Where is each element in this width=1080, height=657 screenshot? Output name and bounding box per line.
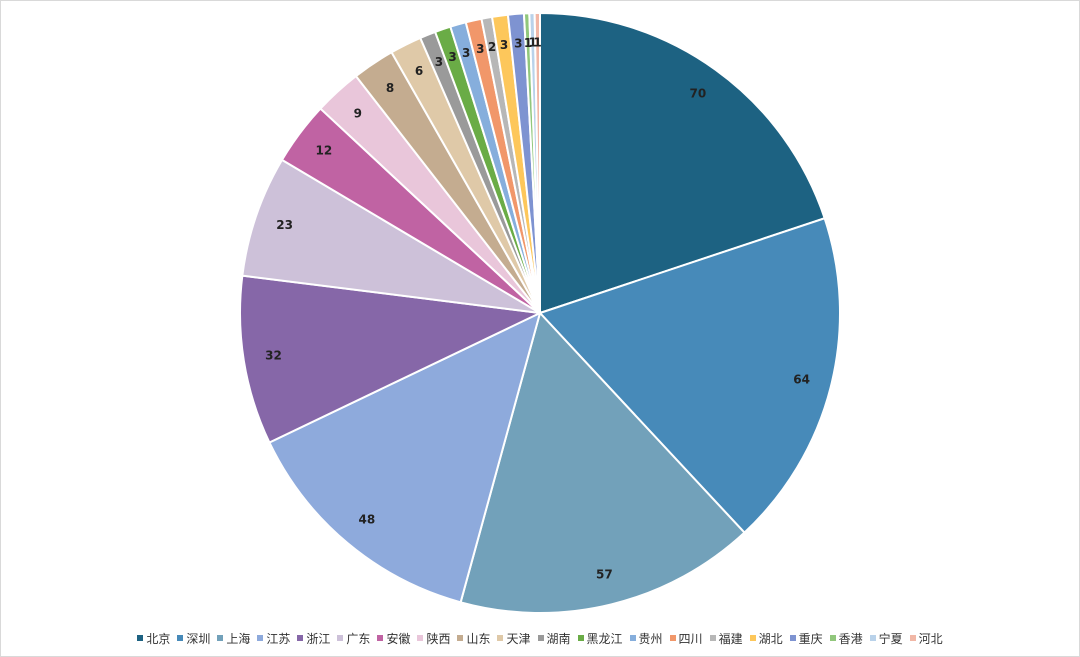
slice-value-label: 2 <box>488 40 496 54</box>
legend-item: 陕西 <box>417 630 450 647</box>
slice-value-label: 57 <box>596 568 613 582</box>
slice-value-label: 9 <box>354 106 362 120</box>
legend-swatch <box>497 635 504 641</box>
legend-label: 天津 <box>506 631 531 646</box>
slice-value-label: 3 <box>448 50 456 64</box>
legend-swatch <box>709 635 716 641</box>
legend-label: 北京 <box>146 631 171 646</box>
slice-value-label: 1 <box>533 36 541 50</box>
slice-value-label: 3 <box>476 42 484 56</box>
legend-item: 天津 <box>497 630 531 647</box>
slice-value-label: 3 <box>435 55 443 69</box>
legend-swatch <box>417 635 424 641</box>
legend-swatch <box>909 635 916 641</box>
legend-label: 湖北 <box>758 631 783 646</box>
legend-item: 四川 <box>669 630 703 647</box>
legend-item: 安徽 <box>377 630 410 647</box>
slice-value-label: 6 <box>415 64 423 78</box>
legend-item: 江苏 <box>257 630 290 647</box>
legend-swatch <box>789 635 796 641</box>
legend-swatch <box>669 635 676 641</box>
legend-swatch <box>177 635 184 641</box>
legend-label: 河北 <box>918 631 943 646</box>
legend-label: 黑龙江 <box>586 631 623 646</box>
legend-item: 山东 <box>457 630 490 647</box>
legend-label: 福建 <box>718 631 743 646</box>
slice-value-label: 64 <box>793 372 810 386</box>
legend-item: 湖北 <box>749 630 783 647</box>
legend-item: 河北 <box>909 630 943 647</box>
legend-item: 北京 <box>137 630 170 647</box>
legend-label: 深圳 <box>186 631 211 646</box>
legend-label: 山东 <box>466 631 491 646</box>
slice-value-label: 3 <box>500 38 508 52</box>
legend-label: 湖南 <box>546 631 571 646</box>
legend-label: 广东 <box>346 631 371 646</box>
legend-swatch <box>629 635 636 641</box>
slice-value-label: 12 <box>316 144 333 158</box>
pie-slice-4 <box>268 311 542 604</box>
legend-swatch <box>577 635 584 641</box>
pie-slice-3 <box>459 311 746 614</box>
legend-item: 宁夏 <box>869 630 903 647</box>
legend-swatch <box>297 635 304 641</box>
legend-item: 广东 <box>337 630 370 647</box>
slice-value-label: 1 <box>529 36 537 50</box>
legend-swatch <box>337 635 344 641</box>
legend-item: 福建 <box>709 630 743 647</box>
slice-value-label: 70 <box>690 87 707 101</box>
legend-item: 黑龙江 <box>577 630 623 647</box>
legend-swatch <box>749 635 756 641</box>
pie-slice-1 <box>539 11 826 315</box>
legend-label: 香港 <box>838 631 863 646</box>
legend-swatch <box>217 635 224 641</box>
slice-value-label: 3 <box>462 46 470 60</box>
legend-label: 宁夏 <box>878 631 903 646</box>
legend-label: 四川 <box>678 631 703 646</box>
legend-swatch <box>829 635 836 641</box>
legend-item: 贵州 <box>629 630 663 647</box>
pie-slice-2 <box>538 216 841 534</box>
slice-value-label: 32 <box>265 349 282 363</box>
pie-slice-20 <box>533 11 541 314</box>
legend: 北京 深圳 上海 江苏 浙江 广东 安徽 陕西 山东 天津 湖南 黑龙江 贵州 四川 福建 湖北 重庆 香港 宁夏河… <box>0 629 1080 647</box>
legend-item: 浙江 <box>297 630 330 647</box>
slice-value-label: 23 <box>276 218 293 232</box>
legend-swatch <box>377 635 384 641</box>
legend-label: 江苏 <box>266 631 291 646</box>
legend-item: 上海 <box>217 630 250 647</box>
legend-label: 上海 <box>226 631 251 646</box>
legend-swatch <box>537 635 544 641</box>
legend-item: 湖南 <box>537 630 571 647</box>
pie-slice-6 <box>241 158 541 314</box>
pie-slice-5 <box>239 274 544 444</box>
slice-value-label: 8 <box>386 81 394 95</box>
slice-value-label: 3 <box>514 36 522 50</box>
legend-label: 贵州 <box>638 631 663 646</box>
legend-swatch <box>457 635 464 641</box>
legend-swatch <box>137 635 144 641</box>
legend-swatch <box>869 635 876 641</box>
slice-value-label: 48 <box>359 513 376 527</box>
legend-item: 深圳 <box>177 630 210 647</box>
legend-item: 香港 <box>829 630 863 647</box>
legend-label: 陕西 <box>426 631 451 646</box>
legend-item: 重庆 <box>789 630 823 647</box>
slice-value-label: 1 <box>524 36 532 50</box>
legend-label: 浙江 <box>306 631 331 646</box>
legend-label: 安徽 <box>386 631 411 646</box>
legend-swatch <box>257 635 264 641</box>
legend-label: 重庆 <box>798 631 823 646</box>
